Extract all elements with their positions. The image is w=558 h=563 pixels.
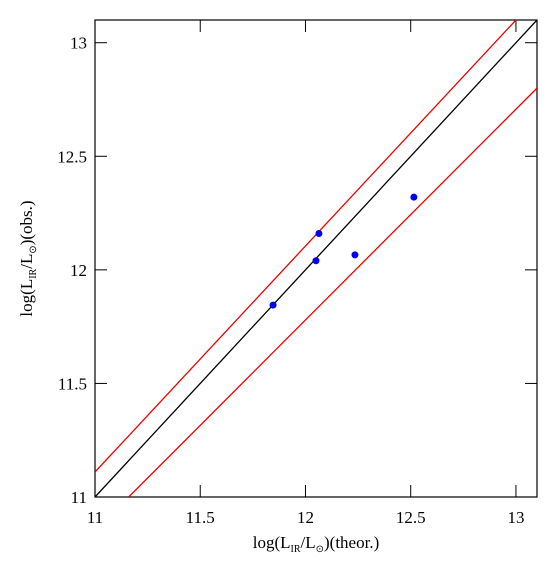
x-axis-label-part: /L bbox=[301, 533, 316, 552]
y-tick-label: 11 bbox=[71, 488, 87, 507]
y-axis-label-part: )(obs.) bbox=[17, 200, 36, 245]
data-point bbox=[312, 257, 320, 265]
y-axis-label: log(LIR/L⊙)(obs.) bbox=[17, 200, 39, 316]
y-tick-label: 12 bbox=[70, 261, 87, 280]
x-tick-label: 11.5 bbox=[186, 508, 215, 527]
x-axis-label-part: ⊙ bbox=[316, 544, 324, 555]
x-axis-label: log(LIR/L⊙)(theor.) bbox=[253, 533, 380, 555]
reference-line bbox=[128, 87, 537, 497]
data-point bbox=[315, 230, 323, 238]
x-tick-label: 12.5 bbox=[396, 508, 426, 527]
y-axis-label-part: ⊙ bbox=[28, 245, 39, 253]
data-point bbox=[269, 301, 277, 309]
reference-line bbox=[95, 20, 517, 473]
x-tick-label: 13 bbox=[507, 508, 524, 527]
x-tick-label: 12 bbox=[297, 508, 314, 527]
y-tick-label: 13 bbox=[70, 34, 87, 53]
x-axis-label-part: )(theor.) bbox=[324, 533, 379, 552]
y-axis-label-part: IR bbox=[28, 268, 39, 278]
data-point bbox=[410, 193, 418, 201]
y-tick-label: 11.5 bbox=[58, 374, 87, 393]
x-axis-label-part: IR bbox=[291, 544, 301, 555]
y-tick-label: 12.5 bbox=[57, 147, 87, 166]
plot-frame bbox=[94, 19, 538, 498]
y-axis-label-part: /L bbox=[17, 254, 36, 269]
x-tick-label: 11 bbox=[87, 508, 103, 527]
data-point bbox=[351, 251, 359, 259]
x-axis-label-part: log(L bbox=[253, 533, 291, 552]
plot-area bbox=[95, 20, 537, 497]
y-axis-label-part: log(L bbox=[17, 279, 36, 317]
